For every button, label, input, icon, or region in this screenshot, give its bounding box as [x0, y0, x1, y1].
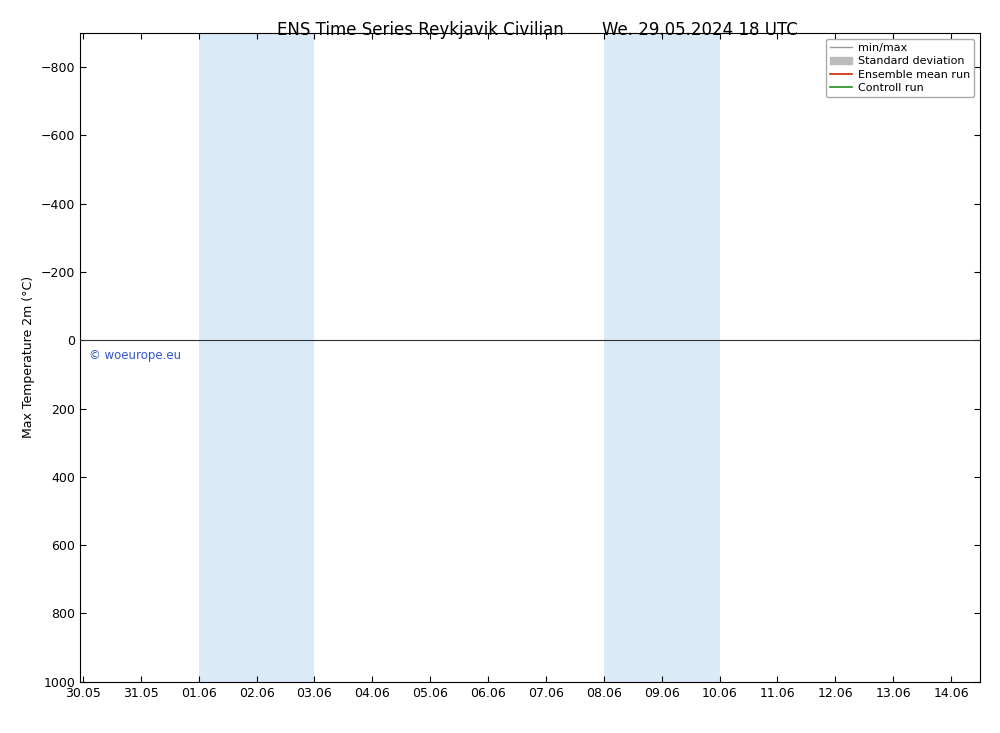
Y-axis label: Max Temperature 2m (°C): Max Temperature 2m (°C)	[22, 276, 35, 438]
Text: ENS Time Series Reykjavik Civilian: ENS Time Series Reykjavik Civilian	[277, 21, 563, 39]
Text: We. 29.05.2024 18 UTC: We. 29.05.2024 18 UTC	[602, 21, 798, 39]
Bar	[604, 33, 720, 682]
Text: © woeurope.eu: © woeurope.eu	[89, 349, 181, 362]
Bar	[199, 33, 314, 682]
Legend: min/max, Standard deviation, Ensemble mean run, Controll run: min/max, Standard deviation, Ensemble me…	[826, 39, 974, 97]
